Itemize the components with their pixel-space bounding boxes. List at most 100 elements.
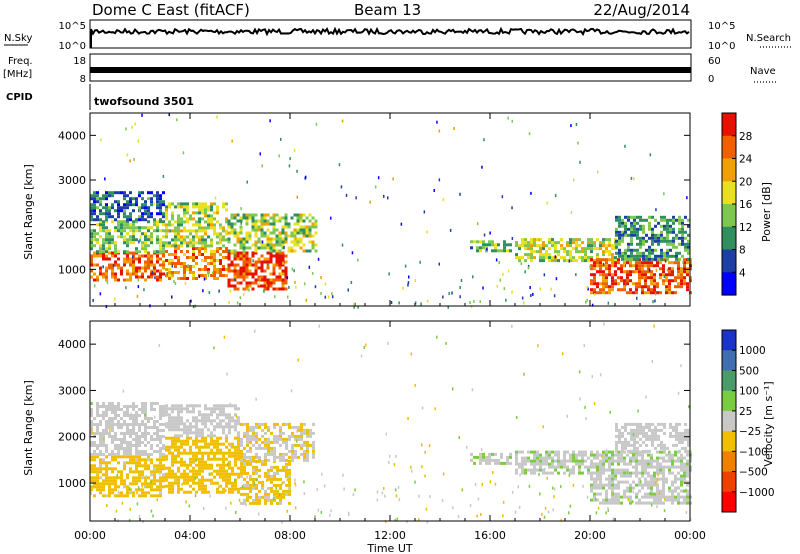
velocity-echo-cell [96, 408, 99, 411]
power-echo-cell [93, 251, 96, 255]
velocity-echo-cell [648, 428, 651, 432]
power-echo-cell [671, 267, 674, 271]
velocity-echo-cell [611, 480, 614, 484]
velocity-echo-cell [581, 453, 584, 457]
power-echo-cell [614, 238, 617, 242]
power-echo-cell [126, 194, 129, 198]
power-echo-cell [503, 246, 506, 250]
velocity-echo-cell [473, 455, 476, 459]
power-echo-cell [177, 247, 180, 250]
velocity-echo-cell [120, 432, 123, 435]
velocity-echo-cell [177, 454, 180, 458]
velocity-echo-cell [617, 495, 620, 499]
velocity-echo-cell [153, 420, 156, 423]
power-echo-cell [281, 284, 285, 288]
power-echo-cell [665, 273, 668, 277]
velocity-echo-cell [198, 413, 201, 417]
power-echo-cell [660, 251, 663, 255]
velocity-echo-cell [623, 480, 626, 484]
velocity-echo-cell [114, 494, 117, 498]
power-echo-cell [272, 269, 276, 273]
velocity-echo-cell [660, 443, 663, 447]
power-echo-cell [660, 215, 663, 219]
power-echo-cell [569, 250, 572, 254]
power-echo-cell [117, 257, 120, 261]
velocity-echo-cell [111, 429, 114, 432]
velocity-echo-cell [96, 426, 99, 429]
velocity-echo-cell [575, 453, 578, 457]
power-echo-cell [93, 203, 96, 207]
velocity-sparse-echo [654, 481, 657, 485]
power-echo-cell [219, 226, 222, 230]
velocity-echo-cell [138, 438, 141, 441]
power-echo-cell [659, 273, 662, 277]
velocity-echo-cell [572, 465, 575, 469]
velocity-echo-cell [108, 467, 111, 471]
velocity-sparse-echo [294, 478, 296, 482]
power-echo-cell [102, 220, 105, 224]
power-sparse-echo [139, 238, 141, 242]
power-echo-cell [608, 258, 611, 262]
power-echo-cell [141, 254, 144, 258]
velocity-sparse-echo [354, 488, 356, 492]
power-echo-cell [581, 241, 584, 245]
power-echo-cell [521, 241, 524, 245]
velocity-echo-cell [108, 417, 111, 420]
power-echo-cell [213, 223, 216, 227]
power-echo-cell [618, 218, 621, 222]
power-sparse-echo [623, 264, 625, 267]
velocity-echo-cell [279, 495, 282, 499]
power-echo-cell [275, 249, 279, 253]
power-echo-cell [233, 284, 237, 288]
velocity-echo-cell [159, 405, 162, 408]
power-echo-cell [108, 235, 111, 239]
velocity-echo-cell [213, 445, 216, 449]
velocity-echo-cell [249, 462, 252, 466]
power-echo-cell [162, 272, 165, 276]
velocity-echo-cell [141, 441, 144, 444]
velocity-echo-cell [96, 476, 99, 480]
velocity-echo-cell [108, 479, 111, 483]
velocity-echo-cell [114, 479, 117, 483]
velocity-echo-cell [186, 410, 189, 414]
power-echo-cell [174, 232, 177, 236]
power-echo-cell [263, 213, 267, 217]
power-echo-cell [557, 259, 560, 263]
velocity-echo-cell [629, 489, 632, 493]
power-echo-cell [141, 232, 144, 236]
velocity-echo-cell [267, 477, 270, 481]
velocity-echo-cell [174, 419, 177, 423]
velocity-echo-cell [551, 465, 554, 469]
power-echo-cell [617, 282, 620, 286]
velocity-echo-cell [659, 477, 662, 481]
velocity-echo-cell [282, 458, 285, 462]
power-echo-cell [156, 206, 159, 210]
velocity-echo-cell [222, 472, 225, 476]
velocity-echo-cell [105, 444, 108, 447]
power-echo-cell [108, 266, 111, 270]
power-sparse-echo [586, 298, 588, 302]
velocity-echo-cell [590, 486, 593, 490]
velocity-echo-cell [659, 495, 662, 499]
power-echo-cell [642, 242, 645, 246]
power-echo-cell [120, 266, 123, 270]
power-echo-cell [245, 216, 249, 220]
velocity-echo-cell [243, 455, 246, 459]
power-echo-cell [641, 270, 644, 274]
velocity-sparse-echo [477, 497, 480, 501]
power-echo-cell [93, 244, 96, 248]
power-echo-cell [272, 281, 276, 285]
power-echo-cell [198, 253, 201, 256]
velocity-echo-cell [629, 471, 632, 475]
velocity-echo-cell [518, 450, 521, 454]
power-echo-cell [642, 218, 645, 222]
velocity-echo-cell [684, 428, 687, 432]
velocity-echo-cell [270, 431, 273, 435]
velocity-echo-cell [255, 452, 258, 456]
velocity-echo-cell [276, 492, 279, 496]
power-echo-cell [651, 239, 654, 243]
velocity-echo-cell [123, 420, 126, 423]
velocity-echo-cell [683, 462, 686, 466]
velocity-echo-cell [156, 467, 159, 471]
